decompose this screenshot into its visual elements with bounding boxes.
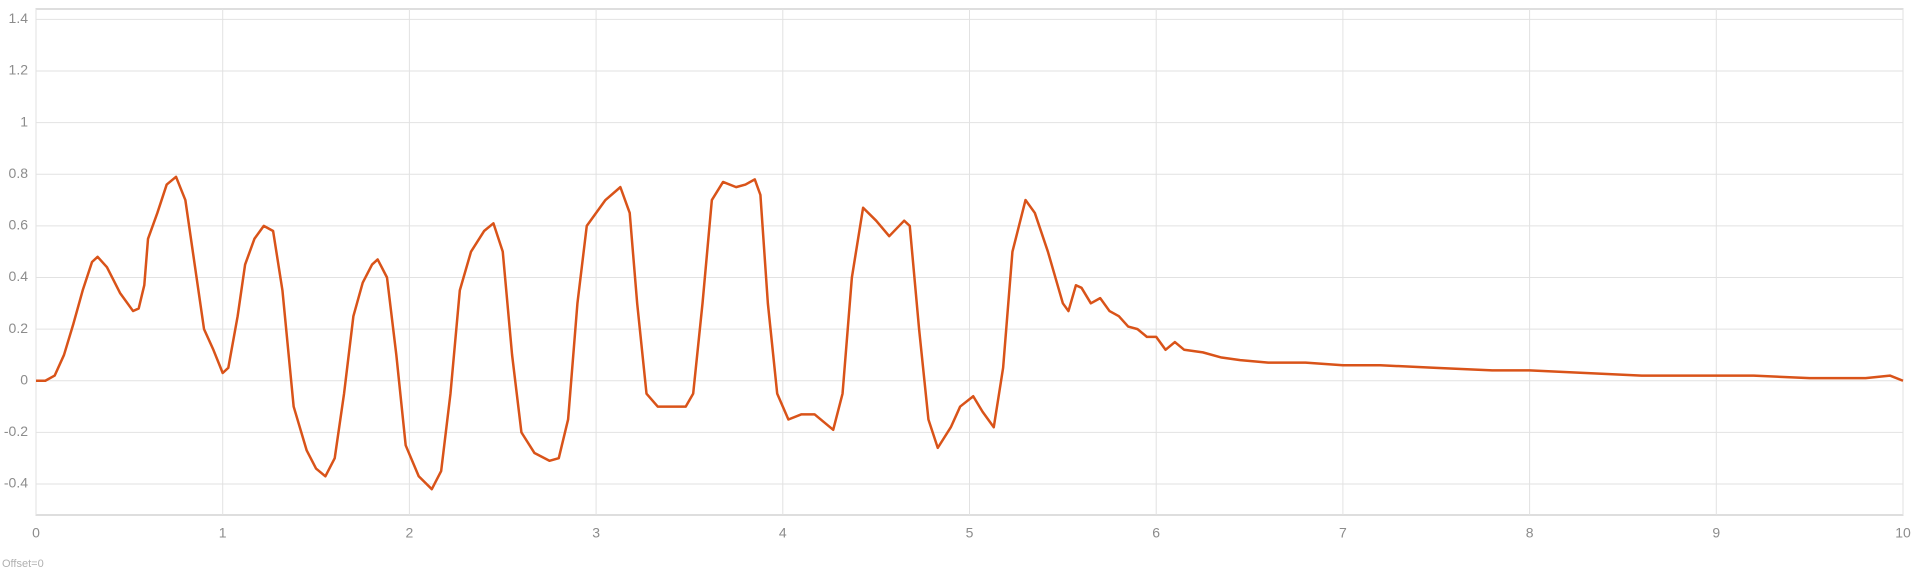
x-tick-label: 2 (406, 525, 414, 541)
x-tick-label: 7 (1339, 525, 1347, 541)
x-tick-label: 3 (592, 525, 600, 541)
y-tick-label: 0.6 (9, 217, 29, 233)
x-tick-label: 9 (1712, 525, 1720, 541)
x-tick-label: 6 (1152, 525, 1160, 541)
x-tick-label: 0 (32, 525, 40, 541)
offset-annotation: Offset=0 (2, 558, 44, 570)
signal-line (36, 175, 1904, 491)
x-tick-label: 8 (1526, 525, 1534, 541)
x-tick-label: 1 (219, 525, 227, 541)
y-tick-label: 0 (20, 371, 28, 387)
y-tick-label: 0.4 (9, 268, 29, 284)
x-tick-label: 5 (966, 525, 974, 541)
y-tick-label: 0.2 (9, 320, 29, 336)
y-tick-label: 0.8 (9, 165, 29, 181)
y-tick-label: 1.2 (9, 62, 29, 78)
y-tick-label: -0.2 (4, 423, 28, 439)
y-tick-label: -0.4 (4, 475, 28, 491)
x-tick-label: 4 (779, 525, 787, 541)
y-tick-label: 1.4 (9, 10, 29, 26)
y-tick-label: 1 (20, 113, 28, 129)
x-tick-label: 10 (1895, 525, 1911, 541)
